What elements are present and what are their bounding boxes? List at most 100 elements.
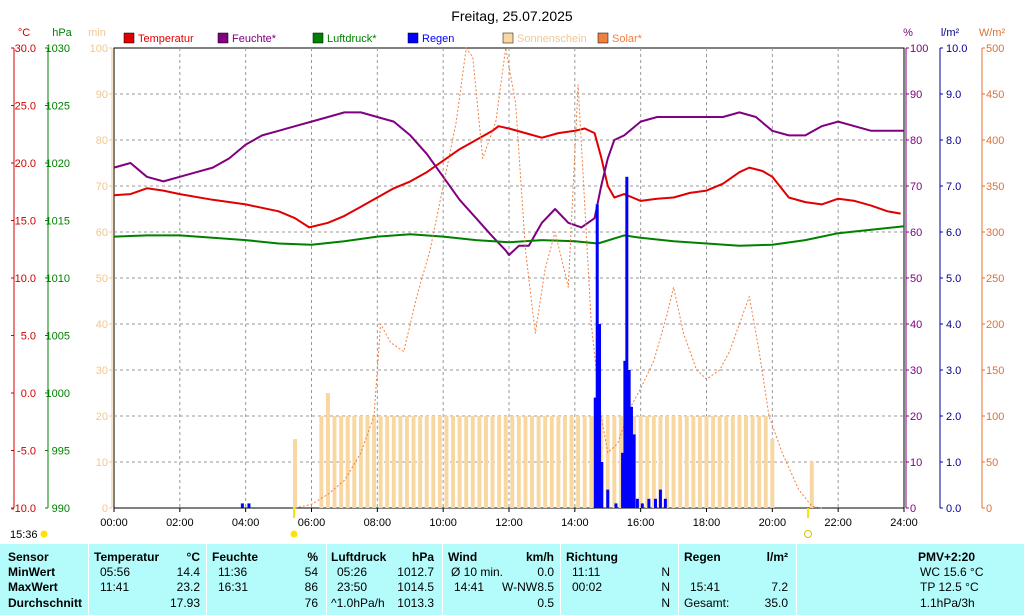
legend-label: Regen — [422, 33, 454, 45]
sun-tick-label: 0 — [102, 503, 108, 515]
x-tick-label: 02:00 — [166, 517, 194, 529]
sunshine-bar — [770, 439, 775, 508]
rain-bar — [240, 503, 244, 508]
time-label: 15:36 — [10, 529, 38, 541]
sunshine-bar — [490, 416, 495, 508]
stats-min-press: 1012.7 — [397, 565, 434, 579]
stats-max-press-time: 23:50 — [337, 580, 368, 594]
sunshine-bar — [724, 416, 729, 508]
stats-min-hum-time: 11:36 — [218, 565, 248, 579]
sunshine-bar — [431, 416, 436, 508]
rain-bars — [240, 176, 667, 509]
hum-tick-label: 100 — [910, 43, 928, 55]
x-tick-label: 10:00 — [429, 517, 457, 529]
stats-max-hum: 86 — [304, 580, 318, 594]
stats-max-rain: 7.2 — [771, 580, 788, 594]
temp-tick-label: -10.0 — [11, 503, 36, 515]
hum-tick-label: 70 — [910, 181, 922, 193]
temp-tick-label: -5.0 — [17, 446, 36, 458]
stats-avg-label: Durchschnitt — [8, 596, 83, 610]
sunshine-bar — [404, 416, 409, 508]
rain-bar — [632, 434, 636, 508]
sunshine-bar — [562, 416, 567, 508]
rain-tick-label: 4.0 — [946, 319, 961, 331]
stats-min-temp-time: 05:56 — [100, 565, 131, 579]
sunshine-bar — [530, 416, 535, 508]
sunshine-bar — [411, 416, 416, 508]
sunshine-bar — [757, 416, 762, 508]
x-tick-label: 22:00 — [824, 517, 852, 529]
rain-bar — [647, 498, 651, 508]
sunshine-bar — [418, 416, 423, 508]
sunshine-bar — [589, 416, 594, 508]
sunshine-bar — [464, 416, 469, 508]
stats-max-rain-time: 15:41 — [690, 580, 721, 594]
sunset-marker — [804, 530, 812, 538]
sunrise-marker — [290, 530, 298, 538]
legend-label: Feuchte* — [232, 33, 277, 45]
stats-max-temp: 23.2 — [176, 580, 200, 594]
sunshine-bar — [717, 416, 722, 508]
hum-tick-label: 30 — [910, 365, 922, 377]
legend-swatch — [502, 32, 514, 44]
sunshine-bar — [497, 416, 502, 508]
rain-bar — [663, 498, 667, 508]
x-tick-label: 08:00 — [364, 517, 392, 529]
sun-markers: 15:36 — [10, 508, 812, 541]
sunshine-bar — [576, 416, 581, 508]
sunshine-bar — [638, 416, 643, 508]
legend-swatch — [597, 32, 609, 44]
series-line-solar — [294, 47, 822, 509]
legend-label: Solar* — [612, 33, 643, 45]
sunshine-bar — [365, 416, 370, 508]
stats-header-rain-unit: l/m² — [766, 550, 788, 564]
chart-axes: 00:00 02:00 04:00 06:00 08:00 10:00 12:00 14:00… — [11, 27, 1006, 529]
stats-header-hum-unit: % — [307, 550, 318, 564]
rain-bar — [247, 503, 251, 508]
stats-min-wind-time: Ø 10 min. — [451, 565, 504, 579]
solar-tick-label: 450 — [986, 89, 1004, 101]
x-tick-label: 06:00 — [298, 517, 326, 529]
sunshine-bar — [536, 416, 541, 508]
legend-swatch — [312, 32, 324, 44]
rain-bar — [658, 489, 662, 508]
sunshine-bar — [605, 416, 610, 508]
sunshine-bar — [582, 416, 587, 508]
hum-tick-label: 80 — [910, 135, 922, 147]
sunshine-bar — [339, 416, 344, 508]
sun-tick-label: 90 — [96, 89, 108, 101]
x-tick-label: 12:00 — [495, 517, 523, 529]
sun-tick-label: 100 — [90, 43, 108, 55]
temp-tick-label: 10.0 — [15, 273, 36, 285]
legend-swatch — [407, 32, 419, 44]
solar-tick-label: 150 — [986, 365, 1004, 377]
sunshine-bar — [737, 416, 742, 508]
x-tick-label: 20:00 — [759, 517, 787, 529]
chart-legend: Temperatur Feuchte* Luftdruck* Regen Sonnens… — [123, 32, 643, 45]
temp-tick-label: 30.0 — [15, 43, 36, 55]
stats-avg-rain-label: Gesamt: — [684, 596, 730, 610]
stats-header-rain: Regen — [684, 550, 721, 564]
hum-tick-label: 50 — [910, 273, 922, 285]
legend-swatch — [123, 32, 135, 44]
chart-title: Freitag, 25.07.2025 — [451, 8, 573, 24]
stats-avg-wind: 0.5 — [537, 596, 554, 610]
hum-tick-label: 90 — [910, 89, 922, 101]
stats-avg-hum: 76 — [304, 596, 318, 610]
rain-bar — [640, 503, 644, 508]
sunshine-bar — [697, 416, 702, 508]
sunshine-bar — [658, 416, 663, 508]
press-tick-label: 1030 — [46, 43, 70, 55]
stats-max-press: 1014.5 — [397, 580, 434, 594]
solar-tick-label: 50 — [986, 457, 998, 469]
sunshine-bar — [424, 416, 429, 508]
temp-unit-label: °C — [18, 27, 30, 39]
stats-header-dir: Richtung — [566, 550, 618, 564]
rain-bar — [595, 204, 599, 508]
sun-tick-label: 60 — [96, 227, 108, 239]
x-tick-label: 24:00 — [890, 517, 918, 529]
sunshine-bar — [470, 416, 475, 508]
stats-header-press: Luftdruck — [331, 550, 387, 564]
solar-tick-label: 100 — [986, 411, 1004, 423]
solar-tick-label: 500 — [986, 43, 1004, 55]
